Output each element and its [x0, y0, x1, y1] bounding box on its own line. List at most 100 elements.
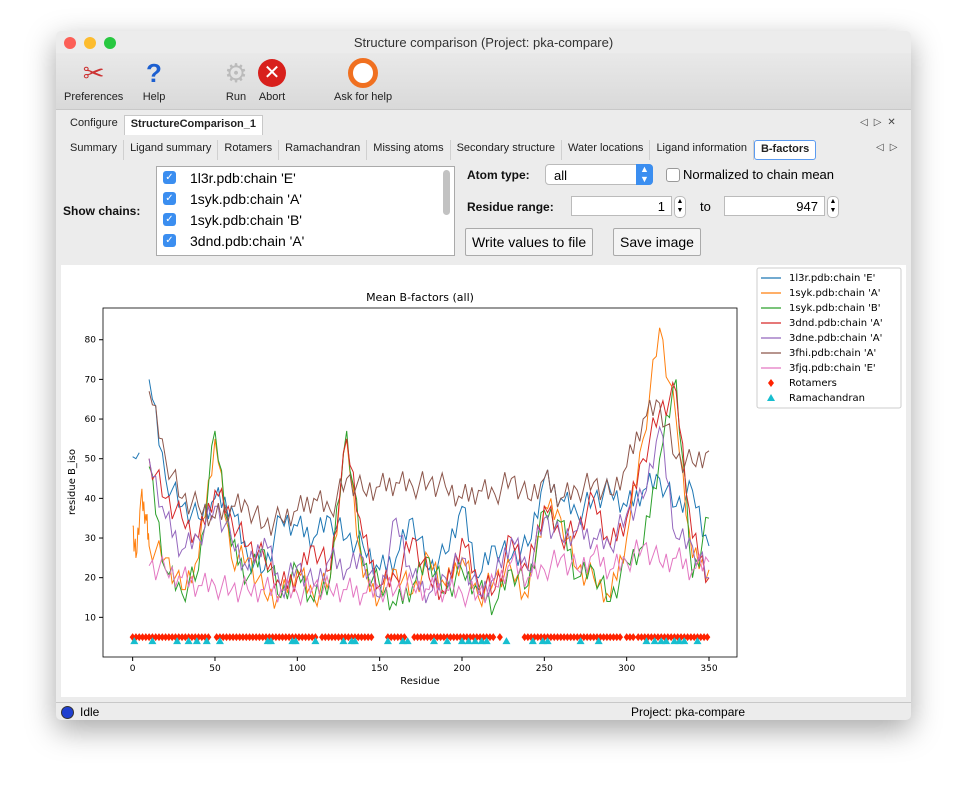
chain-list[interactable]: ✓ 1l3r.pdb:chain 'E' ✓ 1syk.pdb:chain 'A' … — [156, 166, 455, 256]
chain-item[interactable]: ✓ 1l3r.pdb:chain 'E' — [157, 167, 454, 188]
tab-ramachandran[interactable]: Ramachandran — [279, 140, 368, 160]
series-line — [132, 452, 140, 460]
rotamer-marker — [233, 633, 240, 642]
select-arrows-icon: ▲ ▼ — [636, 164, 653, 185]
rotamer-marker — [299, 633, 306, 642]
atom-type-value: all — [554, 168, 568, 183]
chain-label: 1l3r.pdb:chain 'E' — [190, 169, 296, 186]
chain-list-scrollbar[interactable] — [443, 170, 450, 215]
chart-title: Mean B-factors (all) — [366, 291, 474, 304]
run-button[interactable]: ⚙ Run — [220, 57, 252, 104]
ramachandran-marker — [184, 637, 193, 645]
help-button[interactable]: ? Help — [138, 57, 170, 104]
rotamer-marker — [319, 633, 326, 642]
question-icon: ? — [146, 57, 162, 88]
rotamer-marker — [528, 633, 535, 642]
tab-summary[interactable]: Summary — [64, 140, 125, 160]
rotamer-marker — [182, 633, 189, 642]
normalized-checkbox[interactable] — [666, 168, 680, 182]
y-tick-label: 70 — [85, 375, 97, 385]
rotamer-marker — [155, 633, 162, 642]
minimize-window-button[interactable] — [84, 37, 96, 49]
rotamer-marker — [668, 633, 675, 642]
rotamer-marker — [654, 633, 661, 642]
checkbox-checked[interactable]: ✓ — [163, 192, 176, 205]
tab-secondary-structure[interactable]: Secondary structure — [451, 140, 563, 160]
checkbox-checked[interactable]: ✓ — [163, 171, 176, 184]
top-tab-nav[interactable]: ◁▷✕ — [860, 117, 902, 128]
checkbox-checked[interactable]: ✓ — [163, 213, 176, 226]
tab-rotamers[interactable]: Rotamers — [218, 140, 280, 160]
rotamer-marker — [322, 633, 329, 642]
rotamer-marker — [691, 633, 698, 642]
save-image-button[interactable]: Save image — [613, 228, 701, 256]
chain-item[interactable]: ✓ 1syk.pdb:chain 'B' — [157, 209, 454, 230]
title-bar: Structure comparison (Project: pka-compa… — [56, 31, 911, 53]
status-bar: Idle Project: pka-compare — [56, 702, 911, 720]
ramachandran-marker — [528, 637, 537, 645]
rotamer-marker — [610, 633, 617, 642]
y-tick-label: 30 — [85, 534, 97, 544]
ramachandran-marker — [403, 637, 412, 645]
atom-type-select[interactable]: all ▲ ▼ — [545, 164, 653, 185]
ask-for-help-button[interactable]: Ask for help — [334, 57, 392, 103]
range-from-input[interactable]: 1 — [571, 196, 672, 216]
tab-water-locations[interactable]: Water locations — [562, 140, 651, 160]
ramachandran-marker — [148, 637, 157, 645]
rotamer-marker — [630, 633, 637, 642]
tab-configure[interactable]: Configure — [70, 117, 118, 129]
preferences-button[interactable]: ✂ Preferences — [64, 57, 123, 104]
stop-icon: ✕ — [256, 57, 288, 89]
chain-item[interactable]: ✓ 3dnd.pdb:chain 'A' — [157, 230, 454, 251]
close-window-button[interactable] — [64, 37, 76, 49]
range-from-stepper[interactable]: ▲ ▼ — [674, 196, 686, 218]
legend-label: 1syk.pdb:chain 'A' — [789, 288, 880, 299]
rotamer-marker — [613, 633, 620, 642]
y-tick-label: 50 — [85, 455, 97, 465]
rotamer-marker — [551, 633, 558, 642]
tab-ligand-information[interactable]: Ligand information — [650, 140, 754, 160]
legend-swatch — [768, 379, 774, 387]
write-values-button[interactable]: Write values to file — [465, 228, 594, 256]
y-tick-label: 10 — [85, 613, 97, 623]
tab-missing-atoms[interactable]: Missing atoms — [367, 140, 451, 160]
checkbox-checked[interactable]: ✓ — [163, 234, 176, 247]
legend-label: Ramachandran — [789, 393, 865, 404]
rotamer-marker — [701, 633, 708, 642]
rotamer-marker — [230, 633, 237, 642]
range-to-stepper[interactable]: ▲ ▼ — [827, 196, 839, 218]
rotamer-marker — [454, 633, 461, 642]
rotamer-marker — [580, 633, 587, 642]
legend-label: 3fhi.pdb:chain 'A' — [789, 348, 876, 359]
chain-item[interactable]: ✓ 1syk.pdb:chain 'A' — [157, 188, 454, 209]
rotamer-marker — [249, 633, 256, 642]
ramachandran-marker — [642, 637, 651, 645]
ramachandran-marker — [173, 637, 182, 645]
rotamer-marker — [365, 633, 372, 642]
tab-ligand-summary[interactable]: Ligand summary — [124, 140, 219, 160]
sub-tab-nav[interactable]: ◁▷ — [876, 142, 904, 153]
ask-for-help-label: Ask for help — [334, 91, 393, 103]
tab-b-factors[interactable]: B-factors — [753, 140, 817, 160]
y-axis-label: residue B_iso — [67, 449, 78, 515]
rotamer-marker — [557, 633, 564, 642]
zoom-window-button[interactable] — [104, 37, 116, 49]
rotamer-marker — [424, 633, 431, 642]
ramachandran-marker — [291, 637, 300, 645]
abort-button[interactable]: ✕ Abort — [256, 57, 288, 103]
rotamer-marker — [295, 633, 302, 642]
tools-icon: ✂ — [82, 57, 105, 88]
range-to-input[interactable]: 947 — [724, 196, 825, 216]
rotamer-marker — [162, 633, 169, 642]
rotamer-marker — [213, 633, 220, 642]
tab-structure-comparison[interactable]: StructureComparison_1 — [123, 115, 264, 135]
series-line — [148, 380, 710, 601]
rotamer-marker — [259, 633, 266, 642]
ramachandran-marker — [594, 637, 603, 645]
rotamer-marker — [684, 633, 691, 642]
ramachandran-marker — [339, 637, 348, 645]
window-title: Structure comparison (Project: pka-compa… — [353, 35, 614, 50]
rotamer-marker — [391, 633, 398, 642]
rotamer-marker — [524, 633, 531, 642]
ramachandran-marker — [202, 637, 211, 645]
